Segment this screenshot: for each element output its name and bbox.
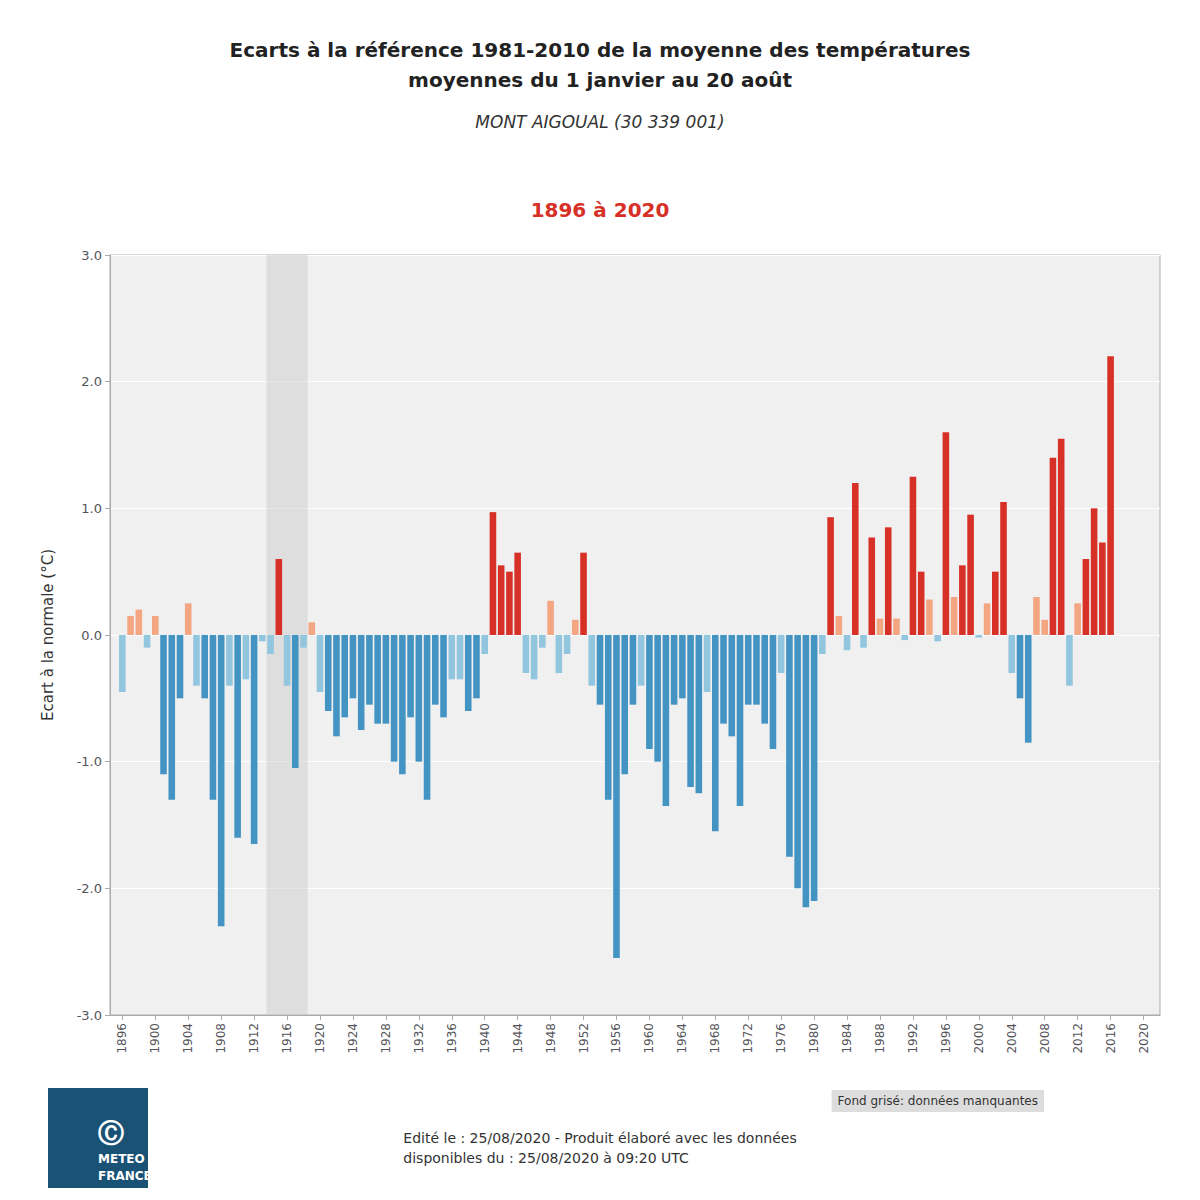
svg-text:2016: 2016 (1104, 1023, 1118, 1054)
svg-text:-3.0: -3.0 (77, 1008, 102, 1023)
svg-text:MONT AIGOUAL (30 339 001): MONT AIGOUAL (30 339 001) (475, 112, 724, 132)
svg-text:1.0: 1.0 (81, 501, 102, 516)
svg-text:3.0: 3.0 (81, 248, 102, 263)
svg-text:1904: 1904 (181, 1023, 195, 1054)
svg-text:1972: 1972 (741, 1023, 755, 1054)
svg-text:1940: 1940 (478, 1023, 492, 1054)
svg-text:1920: 1920 (313, 1023, 327, 1054)
svg-text:1900: 1900 (148, 1023, 162, 1054)
svg-text:Ecart à la normale (°C): Ecart à la normale (°C) (39, 549, 57, 721)
svg-text:1916: 1916 (280, 1023, 294, 1054)
svg-text:1952: 1952 (577, 1023, 591, 1054)
svg-text:1936: 1936 (445, 1023, 459, 1054)
svg-text:1960: 1960 (642, 1023, 656, 1054)
svg-text:Ecarts à la référence 1981-201: Ecarts à la référence 1981-2010 de la mo… (230, 38, 971, 62)
svg-text:1988: 1988 (873, 1023, 887, 1054)
svg-text:2004: 2004 (1005, 1023, 1019, 1054)
svg-text:1948: 1948 (544, 1023, 558, 1054)
svg-text:moyennes du 1 janvier au 20 ao: moyennes du 1 janvier au 20 août (408, 68, 792, 92)
svg-text:1980: 1980 (807, 1023, 821, 1054)
svg-text:2020: 2020 (1137, 1023, 1151, 1054)
svg-text:1924: 1924 (346, 1023, 360, 1054)
svg-text:Edité le : 25/08/2020 - Produi: Edité le : 25/08/2020 - Produit élaboré … (403, 1130, 796, 1146)
svg-text:Fond grisé: données manquantes: Fond grisé: données manquantes (838, 1094, 1038, 1108)
svg-text:-1.0: -1.0 (77, 754, 102, 769)
svg-text:1932: 1932 (412, 1023, 426, 1054)
svg-text:2000: 2000 (972, 1023, 986, 1054)
svg-text:1944: 1944 (511, 1023, 525, 1054)
svg-text:2008: 2008 (1038, 1023, 1052, 1054)
svg-text:2.0: 2.0 (81, 374, 102, 389)
svg-text:1908: 1908 (214, 1023, 228, 1054)
svg-text:METEO: METEO (98, 1152, 145, 1166)
svg-text:1912: 1912 (247, 1023, 261, 1054)
svg-text:1928: 1928 (379, 1023, 393, 1054)
svg-text:Ⓒ: Ⓒ (98, 1118, 124, 1148)
svg-text:1976: 1976 (774, 1023, 788, 1054)
svg-text:disponibles du : 25/08/2020 à: disponibles du : 25/08/2020 à 09:20 UTC (403, 1150, 689, 1166)
svg-text:1896 à 2020: 1896 à 2020 (531, 198, 670, 222)
svg-text:0.0: 0.0 (81, 628, 102, 643)
svg-text:1968: 1968 (708, 1023, 722, 1054)
svg-text:1992: 1992 (906, 1023, 920, 1054)
svg-text:-2.0: -2.0 (77, 881, 102, 896)
svg-text:2012: 2012 (1071, 1023, 1085, 1054)
svg-text:1964: 1964 (675, 1023, 689, 1054)
svg-text:1956: 1956 (609, 1023, 623, 1054)
svg-text:1896: 1896 (115, 1023, 129, 1054)
svg-text:1984: 1984 (840, 1023, 854, 1054)
svg-text:FRANCE: FRANCE (98, 1169, 152, 1183)
svg-text:1996: 1996 (939, 1023, 953, 1054)
